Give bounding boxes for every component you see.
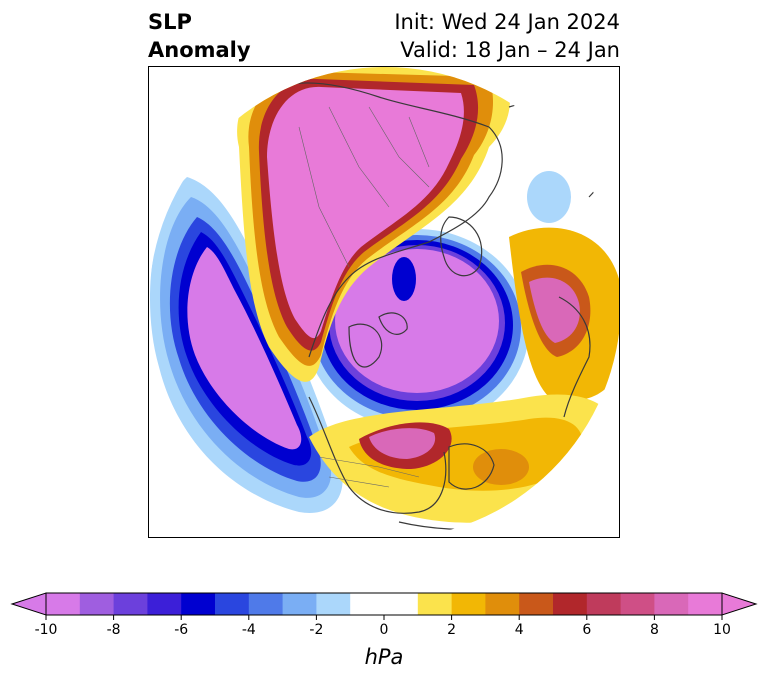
colorbar-bin [654,593,689,615]
colorbar-tick-label: 2 [447,622,456,635]
colorbar-bin [282,593,317,615]
colorbar-bin [620,593,655,615]
pacific-low-anomaly [149,177,343,513]
colorbar-tick-label: -6 [174,622,188,635]
valid-range: Valid: 18 Jan – 24 Jan [400,38,620,62]
colorbar-bin [46,593,81,615]
map-panel [148,66,620,538]
colorbar-tick-label: -8 [107,622,121,635]
eurasian-high-anomaly [509,171,619,401]
atlantic-low-anomaly [305,229,529,429]
colorbar-bin [384,593,419,615]
colorbar-tick-label: 10 [713,622,731,635]
colorbar-tick-label: 6 [582,622,591,635]
map-title: SLP Anomaly [148,8,251,64]
colorbar-bin [350,593,385,615]
colorbar-tick-label: 8 [650,622,659,635]
colorbar-bin [181,593,216,615]
anomaly-map [149,67,619,531]
colorbar-tick-label: 0 [380,622,389,635]
colorbar-bin [113,593,148,615]
colorbar-bin [451,593,486,615]
title-kind: Anomaly [148,38,251,62]
colorbar-bin [79,593,115,615]
siberian-high-anomaly [237,67,510,382]
colorbar-bin [316,593,351,615]
colorbar-bin [586,593,622,615]
colorbar-bin [215,593,250,615]
colorbar-tick-label: -10 [35,622,58,635]
colorbar-bin [147,593,182,615]
init-date: Init: Wed 24 Jan 2024 [394,10,620,34]
colorbar-tick-label: -2 [309,622,323,635]
north-america-high-anomaly [309,394,619,523]
colorbar-bin [553,593,588,615]
colorbar-bin [417,593,453,615]
colorbar-bin [688,593,723,615]
title-variable: SLP [148,10,192,34]
colorbar-bin [248,593,284,615]
colorbar: -10 -8 -6 -4 -2 0 2 4 6 8 10 [10,592,758,635]
date-info: Init: Wed 24 Jan 2024 Valid: 18 Jan – 24… [394,8,620,64]
colorbar-over-triangle [721,592,758,616]
colorbar-bin [519,593,554,615]
colorbar-under-triangle [10,592,47,616]
colorbar-tick-label: 4 [515,622,524,635]
colorbar-bin [485,593,520,615]
colorbar-tick-label: -4 [242,622,256,635]
colorbar-unit-label: hPa [364,645,404,669]
